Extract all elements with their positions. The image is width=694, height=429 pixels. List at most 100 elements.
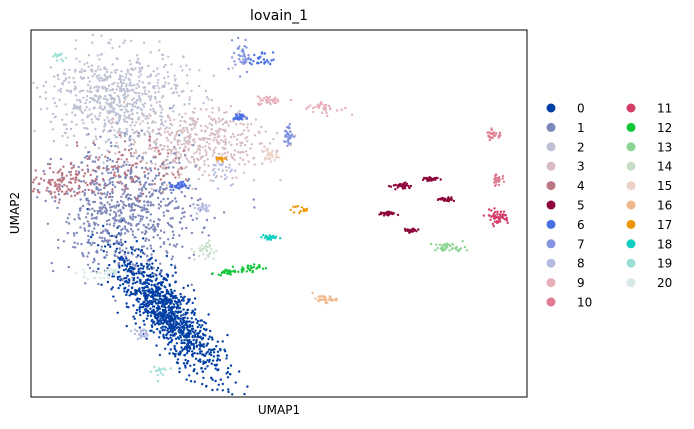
point — [175, 296, 178, 300]
point — [141, 192, 145, 195]
point — [459, 247, 463, 250]
point — [269, 160, 273, 163]
point — [70, 161, 73, 165]
point — [248, 268, 251, 272]
point — [150, 290, 154, 294]
point — [47, 190, 51, 193]
point — [57, 246, 60, 249]
point — [495, 132, 498, 135]
point — [494, 210, 497, 214]
point — [95, 85, 98, 88]
point — [138, 308, 141, 311]
point — [217, 383, 220, 386]
point — [207, 164, 210, 167]
point — [165, 209, 169, 212]
point — [153, 313, 157, 316]
point — [53, 200, 57, 203]
point — [317, 295, 320, 298]
point — [80, 70, 83, 74]
point — [86, 164, 89, 167]
point — [83, 63, 86, 66]
point — [91, 121, 94, 124]
point — [177, 322, 181, 325]
point — [57, 54, 60, 57]
point — [208, 360, 211, 363]
point — [149, 300, 153, 303]
point — [159, 331, 162, 335]
point — [159, 105, 162, 109]
point — [93, 183, 96, 186]
point — [134, 204, 137, 207]
point — [491, 133, 494, 136]
legend-item-7: 7 — [546, 237, 585, 251]
point — [289, 208, 292, 212]
point — [104, 272, 107, 275]
point — [144, 280, 147, 284]
point — [198, 254, 201, 258]
point — [325, 111, 328, 115]
point — [185, 157, 189, 161]
point — [185, 165, 188, 169]
point — [79, 105, 82, 108]
point — [457, 249, 460, 252]
point — [158, 188, 162, 191]
point — [125, 158, 129, 161]
point — [150, 203, 153, 206]
point — [139, 183, 142, 186]
legend-marker — [626, 278, 636, 288]
point — [210, 123, 214, 127]
point — [231, 176, 234, 180]
point — [143, 200, 146, 203]
point — [198, 341, 202, 344]
point — [123, 111, 126, 114]
point — [134, 281, 137, 284]
point — [98, 79, 101, 83]
point — [58, 98, 61, 102]
point — [133, 328, 137, 331]
point — [176, 170, 180, 174]
point — [73, 81, 76, 84]
point — [118, 105, 121, 108]
point — [94, 70, 97, 73]
point — [182, 362, 186, 365]
point — [36, 196, 39, 199]
point — [276, 156, 279, 159]
point — [123, 277, 126, 280]
point — [314, 105, 317, 109]
point — [122, 217, 126, 220]
point — [109, 234, 112, 238]
point — [167, 166, 170, 169]
point — [178, 328, 181, 331]
point — [65, 89, 69, 92]
cluster-10-points — [486, 127, 506, 188]
point — [224, 165, 228, 169]
point — [490, 209, 493, 212]
point — [171, 217, 174, 220]
legend-label: 17 — [657, 218, 672, 232]
point — [179, 119, 182, 123]
point — [113, 260, 116, 263]
point — [137, 264, 140, 268]
point — [137, 118, 140, 121]
point — [409, 230, 412, 234]
point — [128, 102, 132, 106]
legend-item-8: 8 — [546, 257, 585, 271]
point — [211, 338, 214, 341]
point — [156, 380, 160, 383]
point — [211, 169, 214, 172]
point — [91, 75, 95, 78]
point — [98, 236, 101, 239]
point — [123, 225, 127, 228]
point — [179, 173, 182, 176]
point — [86, 61, 89, 65]
point — [93, 86, 96, 89]
point — [210, 127, 213, 131]
point — [212, 148, 216, 152]
point — [441, 244, 444, 247]
legend-item-13: 13 — [626, 140, 672, 154]
point — [246, 385, 249, 388]
point — [201, 336, 205, 340]
point — [92, 190, 96, 194]
point — [217, 129, 220, 133]
point — [205, 352, 208, 355]
